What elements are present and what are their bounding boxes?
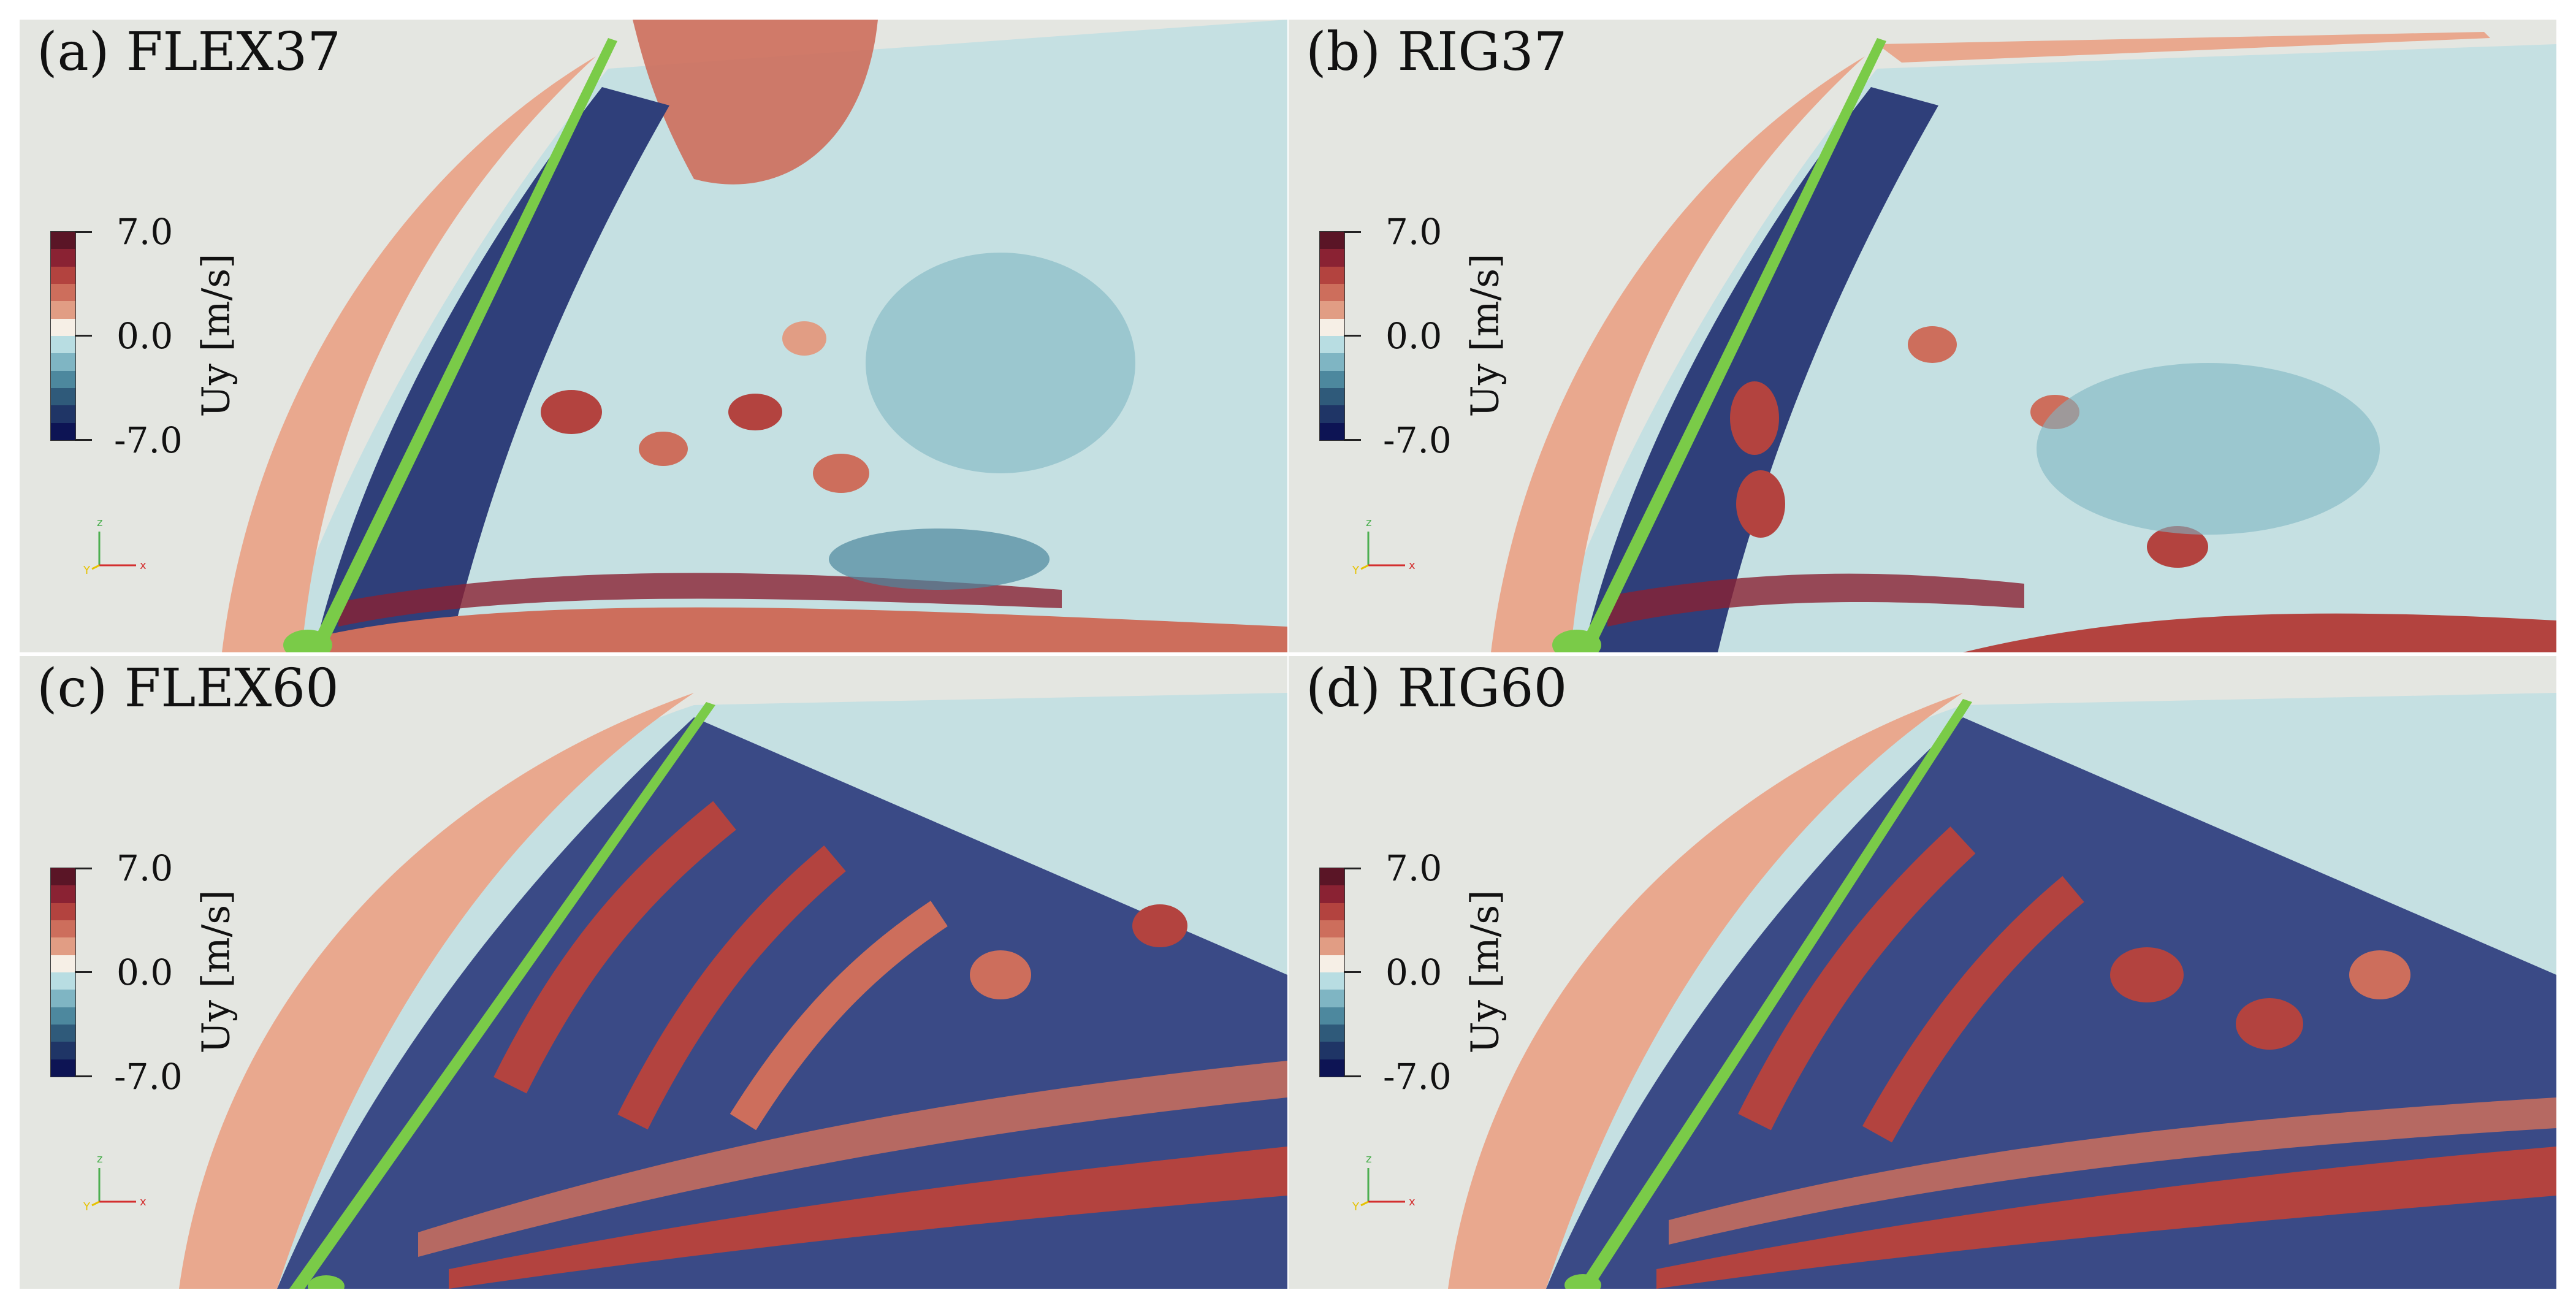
- colorbar-tick: [1344, 1075, 1361, 1077]
- colorbar-tick: [75, 231, 92, 233]
- panel-title: (d) RIG60: [1306, 658, 1568, 719]
- axis-y-label: Y: [1352, 1200, 1359, 1213]
- colorbar-swatch: [51, 405, 75, 423]
- colorbar-title: Uy [m/s]: [1462, 253, 1507, 418]
- colorbar-mid-label: 0.0: [1385, 952, 1442, 993]
- colorbar-tick: [1344, 439, 1361, 441]
- colorbar-min-label: -7.0: [114, 1056, 183, 1097]
- colorbar-max-label: 7.0: [1385, 211, 1442, 253]
- colorbar-legend: 7.0 0.0 -7.0 Uy [m/s]: [50, 850, 295, 1113]
- axes-triad-icon: z Y x: [1350, 510, 1423, 584]
- axis-x-label: x: [140, 559, 147, 572]
- uy-contour-field: [1289, 20, 2556, 652]
- panel-flex37: (a) FLEX37 7.0 0.0 -7.0 Uy [: [20, 20, 1287, 652]
- colorbar-tick: [75, 439, 92, 441]
- colorbar-min-label: -7.0: [114, 419, 183, 461]
- uy-contour-field: [20, 20, 1287, 652]
- colorbar-tick: [75, 971, 92, 973]
- colorbar-mid-label: 0.0: [116, 952, 173, 993]
- colorbar-swatch: [51, 335, 75, 354]
- colorbar-swatch: [51, 232, 75, 250]
- colorbar-swatch: [51, 370, 75, 388]
- colorbar-mid-label: 0.0: [116, 315, 173, 357]
- colorbar-tick: [75, 868, 92, 869]
- colorbar: [1319, 868, 1345, 1077]
- uy-contour-field: [1289, 656, 2556, 1289]
- axis-y-label: Y: [83, 564, 90, 577]
- colorbar-swatch: [51, 387, 75, 406]
- colorbar-tick: [1344, 971, 1361, 973]
- colorbar-mid-label: 0.0: [1385, 315, 1442, 357]
- axis-x-label: x: [140, 1196, 147, 1208]
- axes-triad-icon: z Y x: [1350, 1147, 1423, 1220]
- uy-contour-field: [20, 656, 1287, 1289]
- colorbar-title: Uy [m/s]: [1462, 890, 1507, 1054]
- colorbar-swatch: [51, 301, 75, 319]
- colorbar-title: Uy [m/s]: [193, 890, 238, 1054]
- colorbar-tick: [75, 335, 92, 337]
- colorbar-max-label: 7.0: [116, 211, 173, 253]
- axis-x-label: x: [1409, 559, 1416, 572]
- axis-z-label: z: [1366, 1153, 1372, 1166]
- colorbar-tick: [1344, 231, 1361, 233]
- axis-z-label: z: [1366, 516, 1372, 529]
- colorbar-min-label: -7.0: [1383, 419, 1452, 461]
- panel-title: (a) FLEX37: [37, 21, 341, 83]
- axes-triad-icon: z Y x: [81, 1147, 154, 1220]
- colorbar: [50, 868, 76, 1077]
- colorbar-swatch: [51, 353, 75, 371]
- panel-rig60: (d) RIG60 7.0 0.0 -7.0 Uy [m: [1289, 656, 2556, 1289]
- colorbar-swatch: [51, 283, 75, 302]
- colorbar: [1319, 231, 1345, 441]
- panel-title: (c) FLEX60: [37, 658, 339, 719]
- colorbar-legend: 7.0 0.0 -7.0 Uy [m/s]: [1319, 214, 1564, 476]
- colorbar-tick: [1344, 868, 1361, 869]
- colorbar-title: Uy [m/s]: [193, 253, 238, 418]
- panel-rig37: (b) RIG37 7.0 0.0 -7.0 Uy [m: [1289, 20, 2556, 652]
- axes-triad-icon: z Y x: [81, 510, 154, 584]
- panel-title: (b) RIG37: [1306, 21, 1568, 83]
- axis-z-label: z: [97, 516, 103, 529]
- panel-flex60: (c) FLEX60 7.0 0.0 -7.0 Uy [: [20, 656, 1287, 1289]
- colorbar: [50, 231, 76, 441]
- colorbar-swatch: [51, 266, 75, 284]
- colorbar-legend: 7.0 0.0 -7.0 Uy [m/s]: [50, 214, 295, 476]
- colorbar-legend: 7.0 0.0 -7.0 Uy [m/s]: [1319, 850, 1564, 1113]
- axis-y-label: Y: [1352, 564, 1359, 577]
- colorbar-min-label: -7.0: [1383, 1056, 1452, 1097]
- colorbar-max-label: 7.0: [1385, 847, 1442, 889]
- axis-z-label: z: [97, 1153, 103, 1166]
- colorbar-swatch: [51, 318, 75, 336]
- figure-grid: (a) FLEX37 7.0 0.0 -7.0 Uy [: [20, 20, 2556, 1289]
- colorbar-tick: [1344, 335, 1361, 337]
- colorbar-swatch: [51, 422, 75, 440]
- colorbar-swatch: [51, 249, 75, 267]
- axis-y-label: Y: [83, 1200, 90, 1213]
- axis-x-label: x: [1409, 1196, 1416, 1208]
- colorbar-max-label: 7.0: [116, 847, 173, 889]
- colorbar-tick: [75, 1075, 92, 1077]
